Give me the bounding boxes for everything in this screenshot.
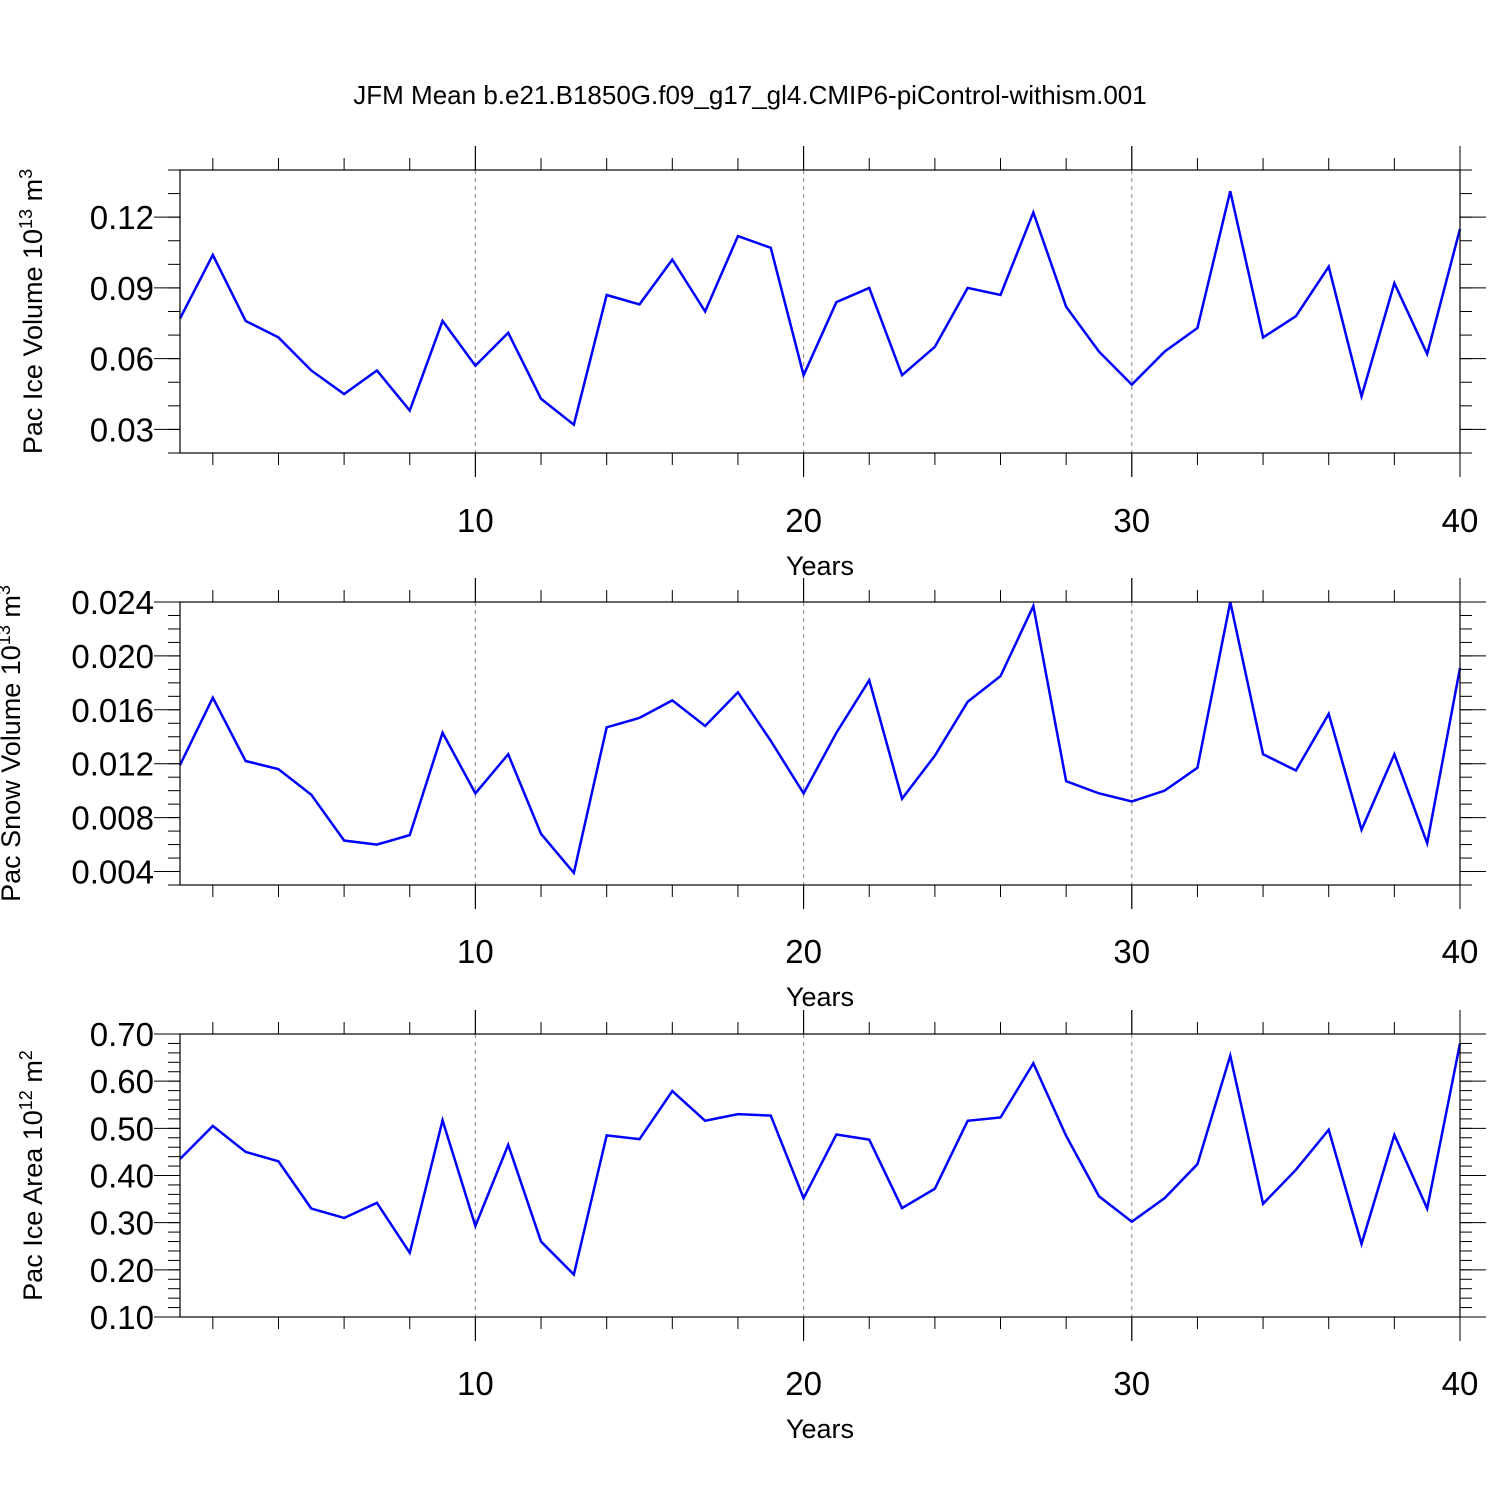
y-tick-label: 0.20 bbox=[90, 1252, 154, 1289]
y-tick-label: 0.50 bbox=[90, 1110, 154, 1147]
x-tick-label: 10 bbox=[457, 502, 494, 539]
y-tick-label: 0.30 bbox=[90, 1205, 154, 1242]
x-tick-label: 40 bbox=[1442, 1365, 1479, 1402]
plot-frame bbox=[179, 601, 1461, 886]
y-tick-label: 0.40 bbox=[90, 1158, 154, 1195]
data-series-line bbox=[178, 190, 1462, 427]
y-tick-label: 0.016 bbox=[71, 692, 154, 729]
data-series-line bbox=[178, 601, 1462, 876]
y-axis-title: Pac Ice Area 1012 m2 bbox=[16, 1050, 48, 1301]
data-series-line bbox=[179, 1043, 1462, 1278]
plot-frame bbox=[179, 1033, 1461, 1318]
plot-frame bbox=[179, 169, 1461, 454]
x-tick-label: 40 bbox=[1442, 502, 1479, 539]
y-tick-label: 0.012 bbox=[71, 746, 154, 783]
chart-panel-3: 0.10 0.20 0.30 0.40 0.50 0.60 0.70 10 20 30 40 Year… bbox=[16, 1010, 1486, 1444]
x-tick-label: 30 bbox=[1113, 502, 1150, 539]
x-tick-label: 20 bbox=[785, 933, 822, 970]
x-tick-label: 20 bbox=[785, 1365, 822, 1402]
y-axis-title: Pac Ice Volume 1013 m3 bbox=[16, 169, 48, 454]
chart-title: JFM Mean b.e21.B1850G.f09_g17_gl4.CMIP6-… bbox=[353, 80, 1147, 110]
y-tick-label: 0.03 bbox=[90, 411, 154, 448]
x-tick-label: 30 bbox=[1113, 933, 1150, 970]
x-tick-label: 10 bbox=[457, 933, 494, 970]
x-axis-title: Years bbox=[786, 551, 854, 581]
y-tick-label: 0.004 bbox=[71, 854, 154, 891]
y-tick-label: 0.10 bbox=[90, 1299, 154, 1336]
y-tick-label: 0.70 bbox=[90, 1016, 154, 1053]
x-tick-label: 40 bbox=[1442, 933, 1479, 970]
y-tick-label: 0.12 bbox=[90, 199, 154, 236]
x-axis-title: Years bbox=[786, 1414, 854, 1444]
y-tick-label: 0.09 bbox=[90, 270, 154, 307]
chart-panel-2: 0.004 0.008 0.012 0.016 0.020 0.024 10 20 30 40 Ye… bbox=[0, 578, 1486, 1012]
x-axis-title: Years bbox=[786, 982, 854, 1012]
x-tick-label: 20 bbox=[785, 502, 822, 539]
y-tick-label: 0.60 bbox=[90, 1063, 154, 1100]
y-tick-label: 0.06 bbox=[90, 341, 154, 378]
y-tick-label: 0.008 bbox=[71, 800, 154, 837]
x-tick-label: 30 bbox=[1113, 1365, 1150, 1402]
chart-panel-1: 0.03 0.06 0.09 0.12 10 20 30 40 Years Pac Ice Vol… bbox=[16, 146, 1486, 581]
y-tick-label: 0.024 bbox=[71, 584, 154, 621]
y-tick-label: 0.020 bbox=[71, 638, 154, 675]
y-axis-title: Pac Snow Volume 1013 m3 bbox=[0, 585, 26, 902]
x-tick-label: 10 bbox=[457, 1365, 494, 1402]
